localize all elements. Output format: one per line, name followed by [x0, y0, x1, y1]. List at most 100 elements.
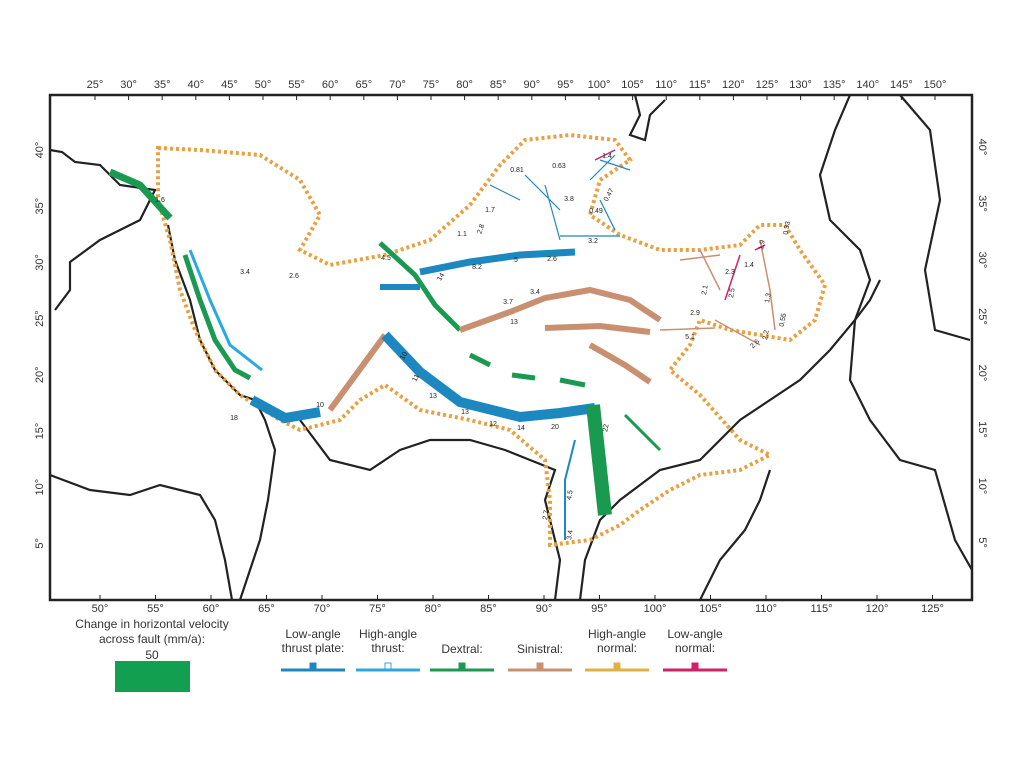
fault-label: 13	[461, 409, 469, 416]
fault-label: 1.4	[744, 262, 754, 269]
top-tick-label: 115°	[689, 79, 711, 91]
right-tick-label: 40°	[976, 139, 988, 156]
fault-label: 0.55	[779, 313, 788, 328]
left-tick-label: 35°	[34, 198, 46, 215]
fault-label: 4.5	[566, 490, 575, 501]
low-angle-thrust	[381, 331, 596, 423]
legend-scale-bar	[115, 661, 190, 692]
fault-label: 2.2	[762, 330, 771, 341]
fault-label: 2.8	[476, 223, 486, 235]
left-tick-label: 15°	[34, 423, 46, 440]
legend-scale-value: 50	[145, 648, 159, 662]
dextral-fault	[378, 241, 462, 332]
minor-fault	[489, 154, 631, 241]
bottom-tick-label: 110°	[755, 603, 777, 615]
coast	[299, 419, 562, 601]
top-tick-label: 80°	[456, 79, 473, 91]
fault-label: 3.7	[503, 299, 513, 306]
fault-label: 3.2	[588, 238, 598, 245]
fault-label: 5	[514, 257, 518, 264]
fault-label: 8.2	[472, 264, 482, 271]
left-tick-label: 40°	[34, 142, 46, 159]
fault-label: 18	[230, 415, 238, 422]
legend-label: Dextral:	[441, 642, 482, 656]
right-tick-label: 15°	[976, 421, 988, 438]
bottom-tick-label: 100°	[644, 603, 667, 615]
fault-label: 12	[489, 421, 497, 428]
fault-label: 1.6	[155, 197, 165, 204]
top-tick-label: 85°	[490, 79, 507, 91]
region-boundary	[156, 132, 828, 548]
fault-label: 0.63	[552, 163, 566, 170]
dextral-fault	[623, 413, 662, 452]
top-tick-label: 145°	[890, 79, 913, 91]
legend-label: Low-angle	[285, 627, 341, 641]
bottom-tick-label: 65°	[258, 603, 275, 615]
fault-label: 14	[436, 272, 446, 282]
fault-label: 2.6	[749, 338, 761, 350]
fault-label: 1.9	[758, 240, 767, 251]
fault-label: 5.1	[685, 334, 695, 341]
map-frame	[48, 93, 974, 602]
bottom-tick-label: 120°	[866, 603, 889, 615]
fault-label: 10	[316, 402, 324, 409]
fault-label: 3.4	[566, 530, 575, 541]
top-tick-label: 70°	[389, 79, 406, 91]
low-angle-thrust	[564, 439, 576, 540]
sinistral-fault	[544, 322, 651, 335]
legend-label: Sinistral:	[517, 642, 563, 656]
coast	[49, 148, 157, 311]
top-tick-label: 105°	[621, 79, 644, 91]
coast	[818, 94, 973, 571]
fault-label: 4.5	[381, 255, 391, 262]
bottom-tick-label: 50°	[92, 603, 109, 615]
top-tick-label: 35°	[154, 79, 171, 91]
top-tick-label: 65°	[355, 79, 372, 91]
top-tick-label: 90°	[523, 79, 540, 91]
top-tick-label: 110°	[655, 79, 677, 91]
right-tick-label: 25°	[976, 308, 988, 325]
fault-label: 22	[602, 424, 610, 433]
fault-label: 2.6	[289, 273, 299, 280]
right-tick-label: 35°	[976, 195, 988, 212]
top-tick-label: 75°	[423, 79, 440, 91]
coast	[899, 94, 971, 342]
left-tick-label: 30°	[34, 254, 46, 271]
bottom-tick-label: 55°	[147, 603, 164, 615]
faults	[108, 149, 776, 540]
sinistral-fault	[327, 333, 388, 412]
bottom-tick-label: 125°	[921, 603, 944, 615]
dextral-fault	[586, 404, 612, 516]
fault-label: 20	[551, 424, 559, 431]
fault-label: 10	[399, 351, 409, 361]
fault-label: 2.6	[547, 256, 557, 263]
fault-label: 2.7	[542, 510, 551, 521]
sinistral-fault	[588, 342, 652, 385]
fault-label: 1.4	[602, 153, 612, 160]
coast	[699, 469, 772, 601]
fault-label: 2.9	[690, 310, 700, 317]
coast	[628, 94, 666, 142]
sinistral-fault	[458, 286, 662, 333]
bottom-tick-label: 75°	[369, 603, 386, 615]
top-tick-label: 120°	[722, 79, 745, 91]
top-tick-label: 150°	[924, 79, 947, 91]
legend-symbol-marker	[458, 662, 466, 670]
legend-label: High-angle	[359, 627, 417, 641]
fault-label: 2.3	[725, 269, 735, 276]
legend-symbol-marker	[384, 662, 392, 670]
top-tick-label: 100°	[588, 79, 611, 91]
fault-label: 14	[517, 425, 525, 432]
fault-label: 13	[510, 319, 518, 326]
dextral-fault	[182, 254, 252, 381]
bottom-tick-label: 105°	[699, 603, 722, 615]
legend-title: across fault (mm/a):	[99, 632, 205, 646]
top-tick-label: 50°	[255, 79, 272, 91]
top-tick-label: 130°	[789, 79, 812, 91]
top-tick-label: 125°	[756, 79, 779, 91]
bottom-tick-label: 60°	[203, 603, 220, 615]
top-tick-label: 40°	[187, 79, 204, 91]
top-tick-label: 135°	[823, 79, 846, 91]
